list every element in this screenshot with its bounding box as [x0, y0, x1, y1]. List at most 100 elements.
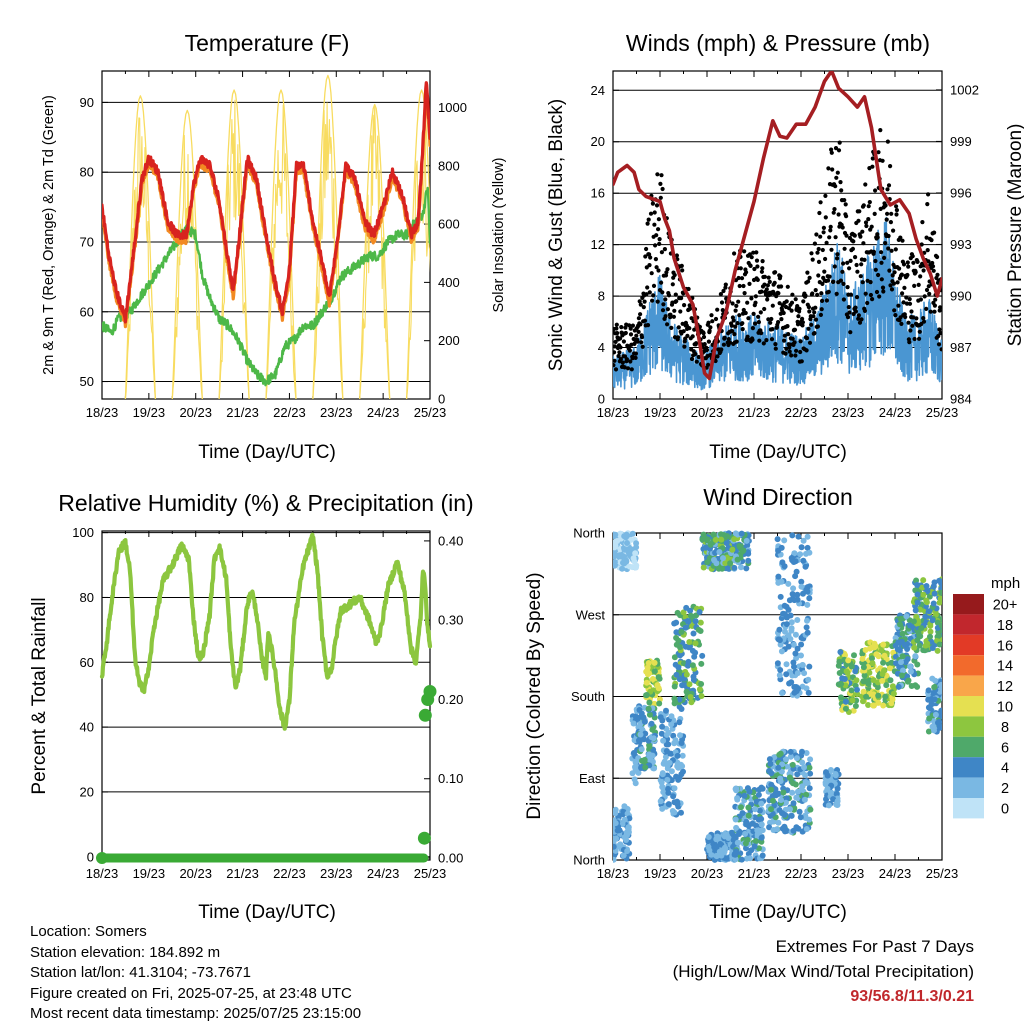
gust-point [642, 318, 648, 323]
gust-point [715, 354, 720, 359]
direction-point [697, 619, 704, 626]
gust-point [702, 342, 707, 347]
humidity-ytick-label: 80 [80, 590, 94, 605]
direction-point [842, 705, 849, 712]
gust-point [857, 209, 862, 214]
gust-point [886, 233, 891, 239]
gust-point [837, 140, 842, 145]
direction-point [736, 831, 742, 837]
direction-point [741, 792, 748, 799]
gust-point [751, 311, 756, 316]
temperature-xtick-label: 21/23 [226, 405, 259, 420]
direction-point [899, 630, 906, 637]
gust-point [889, 211, 894, 216]
gust-point [892, 308, 897, 313]
gust-point [816, 246, 821, 252]
gust-point [765, 283, 771, 288]
temperature-ytick-label: 50 [80, 374, 94, 389]
gust-point [647, 263, 652, 268]
direction-point [656, 700, 663, 707]
gust-point [908, 328, 913, 333]
humidity-xtick-label: 18/23 [86, 866, 119, 881]
direction-point [799, 748, 805, 755]
direction-point [733, 848, 739, 855]
gust-point [871, 249, 877, 254]
direction-point [878, 647, 885, 654]
direction-point [640, 714, 647, 721]
speed-legend: mph 20+ 18 16 14 12 10 8 6 4 2 0 [953, 575, 1020, 819]
gust-point [621, 339, 627, 344]
temperature-xtick-label: 18/23 [86, 405, 119, 420]
direction-point [880, 641, 887, 648]
direction-point [671, 799, 678, 806]
gust-point [613, 358, 617, 363]
gust-point [618, 336, 623, 341]
direction-point [938, 682, 942, 689]
gust-point [907, 297, 912, 302]
direction-point [655, 685, 662, 692]
direction-point [789, 591, 796, 597]
gust-point [750, 337, 755, 342]
gust-point [789, 353, 794, 358]
gust-point [892, 270, 897, 275]
gust-point [831, 210, 836, 215]
direction-point [789, 761, 796, 768]
speed-legend-label: 8 [1001, 720, 1009, 736]
gust-point [835, 256, 840, 261]
direction-point [869, 660, 876, 667]
direction-point [747, 855, 753, 862]
gust-point [654, 265, 659, 270]
direction-point [613, 559, 618, 566]
direction-point [630, 555, 637, 562]
direction-point [923, 599, 930, 606]
direction-point [926, 608, 932, 615]
direction-point [734, 556, 741, 563]
gust-point [685, 333, 690, 338]
direction-point [723, 855, 730, 862]
gust-point [914, 316, 919, 321]
direction-xtick-label: 21/23 [738, 866, 771, 881]
gust-point [836, 148, 842, 153]
direction-point [929, 645, 936, 651]
gust-point [810, 257, 815, 262]
gust-point [840, 225, 845, 230]
direction-point [899, 653, 906, 660]
gust-point [833, 235, 838, 240]
gust-point [931, 268, 936, 273]
direction-point [785, 580, 792, 587]
gust-point [939, 347, 942, 352]
direction-point [731, 564, 738, 571]
gust-point [810, 291, 815, 296]
direction-xtick-label: 24/23 [879, 866, 912, 881]
gust-point [742, 291, 747, 296]
gust-point [782, 338, 787, 343]
direction-point [860, 678, 867, 685]
direction-point [743, 819, 750, 826]
direction-point [882, 693, 889, 700]
gust-point [674, 299, 679, 304]
gust-point [853, 255, 858, 260]
gust-point [759, 331, 764, 336]
direction-point [938, 589, 942, 596]
direction-point [908, 668, 914, 675]
gust-point [719, 300, 725, 305]
gust-point [897, 266, 902, 271]
gust-point [804, 348, 809, 353]
direction-point [792, 631, 799, 638]
station-info: Location: Somers Station elevation: 184.… [30, 922, 361, 1025]
gust-point [859, 317, 864, 322]
gust-point [741, 283, 746, 289]
temperature-y2tick-label: 600 [438, 217, 460, 232]
humidity-xtick-label: 22/23 [273, 866, 306, 881]
gust-point [706, 339, 712, 344]
direction-point [617, 841, 624, 848]
direction-point [851, 652, 857, 659]
speed-legend-swatch [953, 696, 984, 717]
speed-legend-swatch [953, 757, 984, 778]
direction-point [646, 670, 652, 677]
direction-point [870, 691, 877, 698]
direction-point [798, 583, 805, 590]
gust-point [862, 257, 867, 262]
gust-point [742, 249, 747, 254]
direction-point [620, 553, 627, 560]
